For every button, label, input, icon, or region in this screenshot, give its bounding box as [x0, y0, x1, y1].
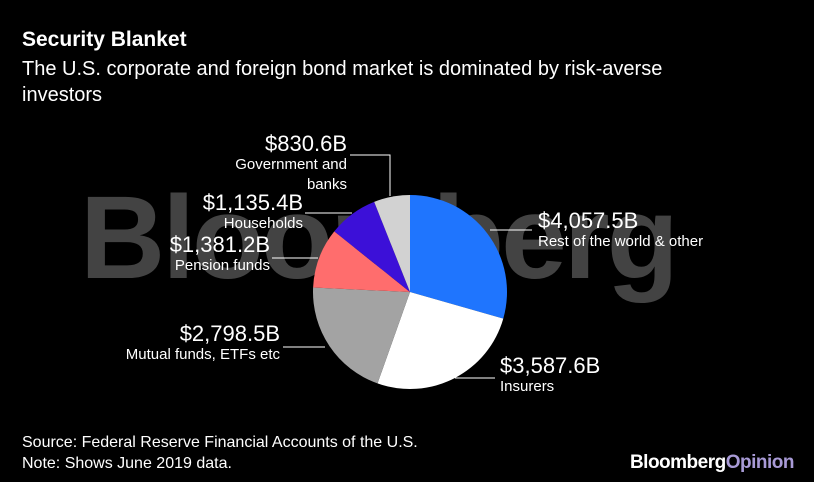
value-label: $1,381.2B: [169, 232, 270, 257]
category-label: Pension funds: [174, 257, 270, 274]
pie-slice: [410, 195, 507, 319]
pie-slice: [334, 201, 410, 292]
chart-title: Security Blanket: [22, 28, 187, 51]
value-label: $830.6B: [265, 131, 347, 156]
leader-line: [350, 154, 391, 196]
value-label: $4,057.5B: [538, 208, 639, 233]
category-label: Mutual funds, ETFs etc: [125, 346, 280, 363]
brand-part: Bloomberg: [629, 452, 726, 473]
chart-subtitle: The U.S. corporate and foreign bond mark…: [22, 58, 663, 106]
category-label: Rest of the world & other: [538, 233, 704, 250]
category-label: Insurers: [500, 378, 555, 395]
value-label: $1,135.4B: [202, 190, 303, 215]
category-label: Households: [223, 215, 303, 232]
pie-slice: [313, 231, 410, 292]
value-label: $2,798.5B: [179, 321, 280, 346]
category-label: Government and banks: [235, 156, 347, 193]
pie-slice: [377, 292, 504, 389]
value-label: $3,587.6B: [500, 353, 601, 378]
pie-slice: [313, 287, 410, 384]
note: Note: Shows June 2019 data.: [22, 455, 232, 472]
brand: BloombergOpinion: [629, 452, 795, 474]
pie-slice: [374, 195, 410, 292]
source: Source: Federal Reserve Financial Accoun…: [22, 434, 418, 451]
brand-part: Opinion: [725, 452, 795, 473]
